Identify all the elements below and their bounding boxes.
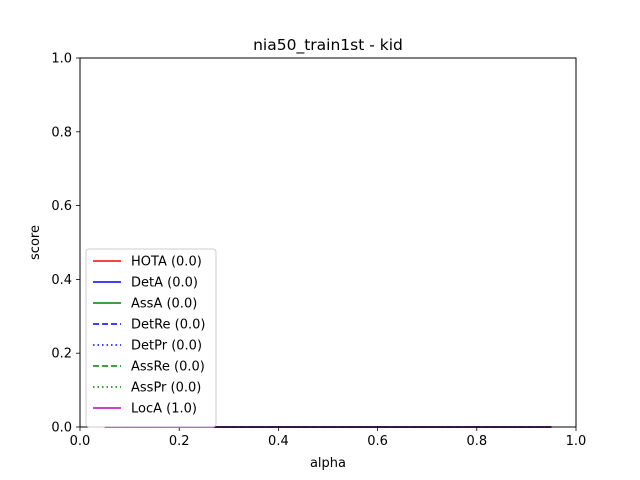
x-tick-label: 0.0 <box>70 434 91 449</box>
legend-label: AssRe (0.0) <box>131 360 205 375</box>
legend-label: AssA (0.0) <box>131 297 197 312</box>
y-tick-label: 0.4 <box>51 273 72 288</box>
legend-label: LocA (1.0) <box>131 402 197 417</box>
x-tick-label: 0.2 <box>169 434 190 449</box>
y-tick-label: 0.2 <box>51 347 72 362</box>
y-tick-label: 0.6 <box>51 199 72 214</box>
x-axis: 0.0 0.2 0.4 0.6 0.8 1.0 <box>70 427 587 449</box>
y-tick-label: 1.0 <box>51 52 72 67</box>
y-tick-label: 0.8 <box>51 125 72 140</box>
x-tick-label: 0.6 <box>367 434 388 449</box>
legend-label: DetRe (0.0) <box>131 318 206 333</box>
legend-label: HOTA (0.0) <box>131 255 202 270</box>
legend-label: DetA (0.0) <box>131 276 198 291</box>
x-tick-label: 0.4 <box>268 434 289 449</box>
x-axis-label: alpha <box>310 456 346 471</box>
y-tick-label: 0.0 <box>51 421 72 436</box>
legend-label: AssPr (0.0) <box>131 381 201 396</box>
legend-label: DetPr (0.0) <box>131 339 202 354</box>
x-tick-label: 1.0 <box>566 434 587 449</box>
plot-frame <box>79 57 577 428</box>
y-axis: 0.0 0.2 0.4 0.6 0.8 1.0 <box>51 52 80 436</box>
y-axis-label: score <box>28 225 43 260</box>
legend: HOTA (0.0) DetA (0.0) AssA (0.0) DetRe (0.0… <box>85 248 217 428</box>
x-tick-label: 0.8 <box>466 434 487 449</box>
legend-box <box>85 248 217 428</box>
chart-title: nia50_train1st - kid <box>253 36 403 55</box>
